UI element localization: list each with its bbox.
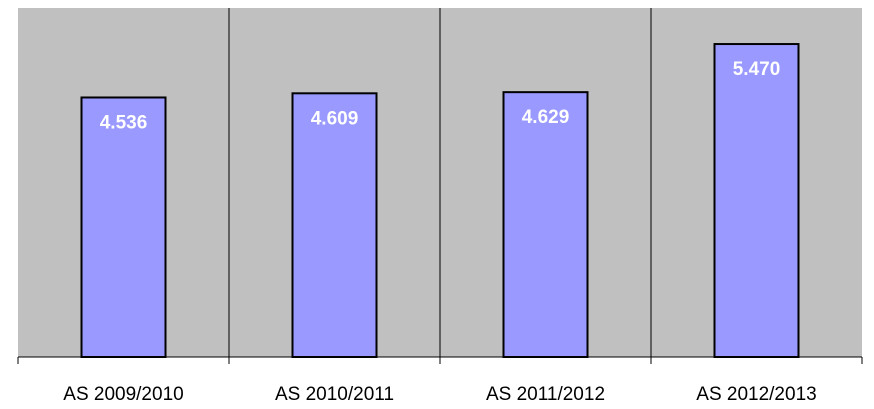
bar — [502, 91, 589, 358]
x-tick-label: AS 2012/2013 — [696, 384, 816, 405]
bar-data-label: 4.629 — [522, 107, 570, 128]
bars-group — [80, 43, 800, 359]
x-tick-label: AS 2010/2011 — [275, 384, 394, 405]
bar-data-label: 5.470 — [733, 59, 781, 80]
bar-data-label: 4.609 — [311, 108, 359, 129]
gridlines — [228, 8, 652, 357]
x-axis-ticks — [17, 357, 863, 364]
x-tick-label: AS 2011/2012 — [486, 384, 605, 405]
x-tick-label: AS 2009/2010 — [63, 384, 183, 405]
x-axis-tick-labels: AS 2009/2010 AS 2010/2011 AS 2011/2012 AS 2… — [63, 384, 816, 405]
bar-labels-group: 4.536 4.609 4.629 5.470 — [100, 59, 781, 133]
bar — [80, 96, 167, 358]
bar-data-label: 4.536 — [100, 112, 148, 133]
bar — [713, 43, 800, 359]
bar — [291, 92, 378, 359]
